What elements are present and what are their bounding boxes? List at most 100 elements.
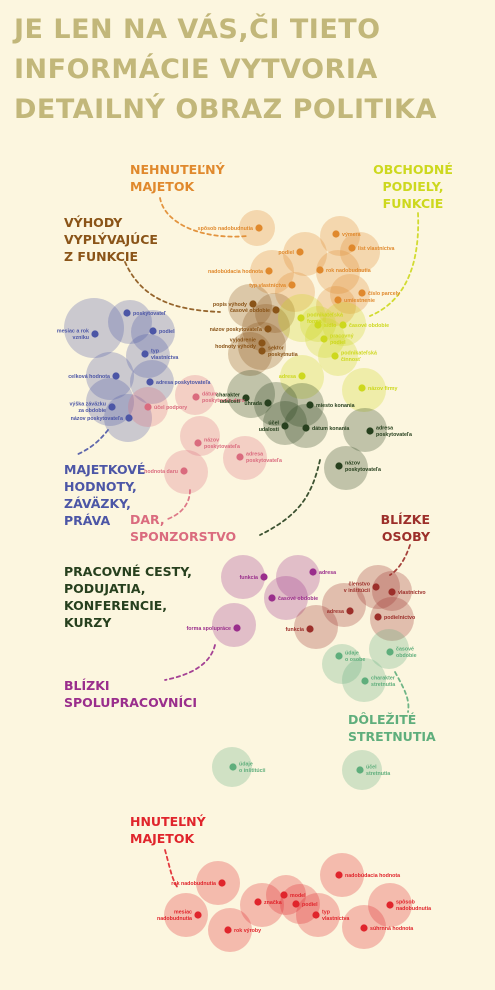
item-label: vyjadrenie hodnoty výhody xyxy=(215,338,256,350)
dot-blizke xyxy=(388,588,396,596)
group-label-line: FUNKCIE xyxy=(383,196,444,211)
item-label-line: časové obdobie xyxy=(278,596,318,602)
dot-majetkove xyxy=(149,327,157,335)
dot-dolezite xyxy=(229,763,237,771)
item-label-line: mesiac xyxy=(174,910,192,916)
item-label: rok výroby xyxy=(234,928,261,934)
dot-hnutelny xyxy=(312,911,320,919)
group-label-line: HNUTEĽNÝ xyxy=(130,814,207,829)
item-label: vlastníctvo xyxy=(398,590,426,596)
item-label: popis výhody xyxy=(213,302,247,308)
item-label: podielnictvo xyxy=(384,615,416,621)
dot-majetkove xyxy=(146,378,154,386)
item-label-line: umiestnenie xyxy=(344,298,375,304)
bubble-hnutelny xyxy=(240,883,284,927)
bubble-spolupracovnici xyxy=(212,603,256,647)
item-label: adresa poskytovateľa xyxy=(376,426,412,438)
bubble-majetkove xyxy=(108,300,152,344)
item-label-line: podiel xyxy=(159,329,175,335)
item-label-line: členstvo xyxy=(349,582,371,588)
dot-obchodne xyxy=(314,321,322,329)
item-label-line: nadobudnutia xyxy=(396,906,431,912)
dot-dar xyxy=(194,439,202,447)
title-line-3: DETAILNÝ OBRAZ POLITIKA xyxy=(14,94,437,125)
item-label: podnikateľská forma xyxy=(307,313,343,325)
item-label-line: forma spolupráce xyxy=(187,626,232,632)
item-label-line: podnikateľská xyxy=(307,313,343,319)
item-label: údaje o inštitúcii xyxy=(239,762,266,774)
item-label-line: typ xyxy=(322,910,331,916)
item-label-line: názov firmy xyxy=(368,386,397,392)
item-label: typ vlastníctva xyxy=(151,349,178,361)
item-label: list vlastníctva xyxy=(358,246,395,252)
item-label: funkcia xyxy=(239,575,258,581)
item-label: účel podpory xyxy=(154,405,187,411)
dot-spolupracovnici xyxy=(309,568,317,576)
item-label-line: podnikateľská xyxy=(341,351,377,357)
bubble-nehnutelny xyxy=(283,232,327,276)
dot-majetkove xyxy=(91,330,99,338)
dot-vyhody xyxy=(258,347,266,355)
item-label-line: výška záväzku xyxy=(69,402,106,408)
item-label-line: hodnota daru xyxy=(144,469,178,475)
item-label: podnikateľská činnosť xyxy=(341,351,377,363)
bubble-hnutelny xyxy=(196,861,240,905)
dot-nehnutelny xyxy=(358,289,366,297)
item-label: umiestnenie xyxy=(344,298,375,304)
bubble-majetkove xyxy=(126,334,170,378)
item-label: názov poskytovateľa xyxy=(204,438,240,450)
item-label-line: udalosti xyxy=(220,399,241,405)
item-label: funkcia xyxy=(285,627,304,633)
group-label-line: VYPLÝVAJÚCE xyxy=(64,232,158,247)
item-label: účel stretnutia xyxy=(366,765,390,777)
item-label: číslo parcely xyxy=(368,291,400,297)
group-label-line: DÔLEŽITÉ xyxy=(348,712,416,727)
dot-obchodne xyxy=(298,372,306,380)
item-label-line: spôsob xyxy=(396,900,416,906)
item-label-line: stretnutia xyxy=(371,682,395,688)
item-label: model xyxy=(290,893,306,899)
bubble-spolupracovnici xyxy=(276,555,320,599)
dot-vyhody xyxy=(249,300,257,308)
item-label-line: časové xyxy=(396,647,414,653)
item-label-line: typ xyxy=(151,349,160,355)
dot-obchodne xyxy=(339,321,347,329)
dot-blizke xyxy=(306,625,314,633)
group-label-dolezite: DÔLEŽITÉ STRETNUTIA xyxy=(348,712,436,744)
item-label: značka xyxy=(264,900,282,906)
dot-hnutelny xyxy=(254,898,262,906)
item-label: adresa xyxy=(327,609,344,615)
item-label-line: spôsob nadobudnutia xyxy=(198,226,253,232)
item-label-line: poskytovateľ xyxy=(133,311,167,317)
connector-nehnutelny xyxy=(159,197,248,238)
bubble-pracovne xyxy=(254,382,298,426)
dot-vyhody xyxy=(258,339,266,347)
bubble-spolupracovnici xyxy=(264,576,308,620)
item-label-line: vlastníctva xyxy=(322,916,349,922)
connector-blizke xyxy=(389,544,411,576)
connector-spolupracovnici xyxy=(164,644,216,681)
bubble-blizke xyxy=(294,605,338,649)
item-label-line: vzniku xyxy=(73,335,89,341)
group-label-line: OBCHODNÉ xyxy=(373,162,453,177)
item-label: sektor poskytnutia xyxy=(268,346,298,358)
item-label-line: údaje xyxy=(239,762,253,768)
dot-majetkove xyxy=(123,309,131,317)
item-label-line: podiel xyxy=(278,250,294,256)
item-label-line: adresa xyxy=(279,374,296,380)
dot-pracovne xyxy=(366,427,374,435)
item-label-line: miesto konania xyxy=(316,403,355,409)
dot-vyhody xyxy=(264,325,272,333)
bubble-blizke xyxy=(370,597,414,641)
bubble-hnutelny xyxy=(164,893,208,937)
item-label: časové obdobie xyxy=(278,596,318,602)
dot-hnutelny xyxy=(335,871,343,879)
item-label-line: nadobudnutia xyxy=(157,916,192,922)
connector-lines xyxy=(75,197,420,889)
bubble-nehnutelny xyxy=(340,232,380,272)
bubble-majetkove xyxy=(86,378,134,426)
bubble-nehnutelny xyxy=(316,250,360,294)
dot-obchodne xyxy=(297,314,305,322)
item-label: sídlo xyxy=(324,323,337,329)
